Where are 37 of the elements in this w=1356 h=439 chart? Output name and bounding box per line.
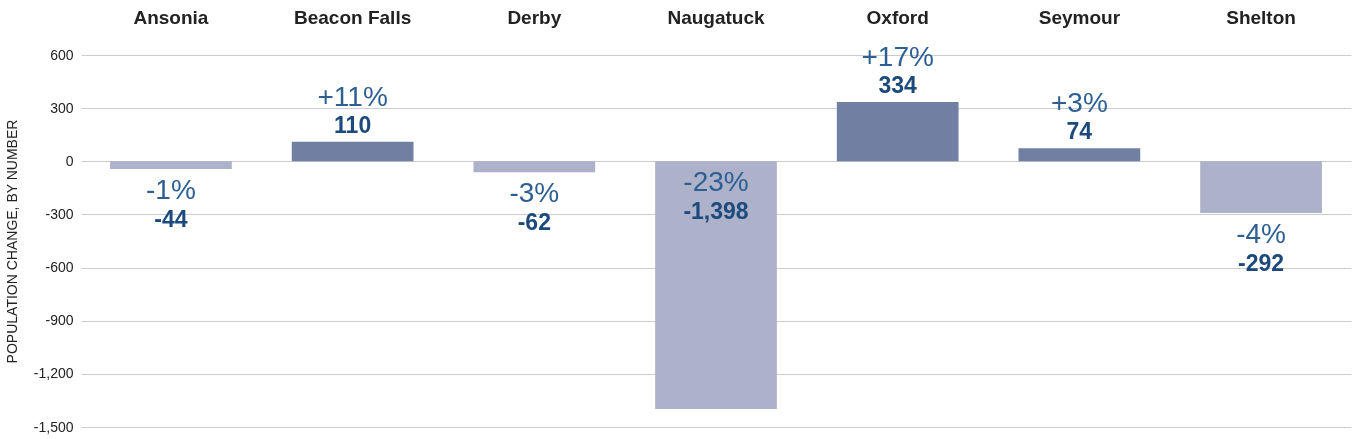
bar bbox=[291, 141, 414, 162]
x-tick-label: Shelton bbox=[1226, 6, 1296, 28]
annotation: -23% bbox=[683, 166, 749, 198]
x-tick-label: Ansonia bbox=[133, 6, 209, 28]
data-label: -1,398 bbox=[683, 198, 749, 225]
bar bbox=[836, 102, 959, 162]
y-tick-label: -600 bbox=[45, 259, 74, 276]
x-tick-label: Derby bbox=[507, 6, 562, 28]
annotation: +3% bbox=[1050, 87, 1108, 119]
annotation: -1% bbox=[146, 174, 196, 206]
y-tick-label: 600 bbox=[50, 46, 74, 63]
y-tick-label: 300 bbox=[50, 99, 74, 116]
x-tick-label: Beacon Falls bbox=[294, 6, 412, 28]
x-tick-label: Oxford bbox=[866, 6, 929, 28]
annotation: +11% bbox=[317, 80, 388, 112]
x-tick-label: Seymour bbox=[1038, 6, 1121, 28]
data-label: -62 bbox=[517, 209, 551, 236]
bar bbox=[1018, 148, 1141, 162]
x-tick-label: Naugatuck bbox=[667, 6, 765, 28]
data-label: 110 bbox=[334, 111, 372, 138]
y-tick-label: -300 bbox=[45, 205, 74, 222]
y-axis-title: POPULATION CHANGE, BY NUMBER bbox=[3, 119, 20, 364]
bar bbox=[1200, 161, 1322, 214]
data-label: 334 bbox=[878, 72, 918, 99]
annotation: -3% bbox=[509, 177, 560, 209]
y-tick-label: -1,500 bbox=[33, 418, 74, 435]
data-label: -44 bbox=[154, 206, 188, 233]
y-tick-label: 0 bbox=[65, 152, 74, 169]
y-tick-label: -900 bbox=[45, 312, 74, 329]
annotation: -4% bbox=[1236, 218, 1286, 250]
bar bbox=[655, 161, 777, 409]
data-label: 74 bbox=[1066, 118, 1093, 145]
data-label: -292 bbox=[1238, 250, 1285, 277]
y-tick-label: -1,200 bbox=[33, 365, 74, 382]
bar bbox=[473, 161, 596, 173]
bar bbox=[110, 161, 232, 170]
annotation: +17% bbox=[861, 41, 934, 73]
